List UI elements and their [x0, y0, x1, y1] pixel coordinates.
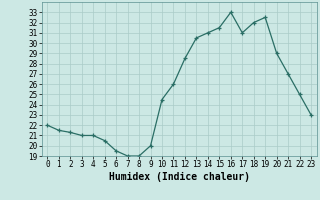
X-axis label: Humidex (Indice chaleur): Humidex (Indice chaleur)	[109, 172, 250, 182]
